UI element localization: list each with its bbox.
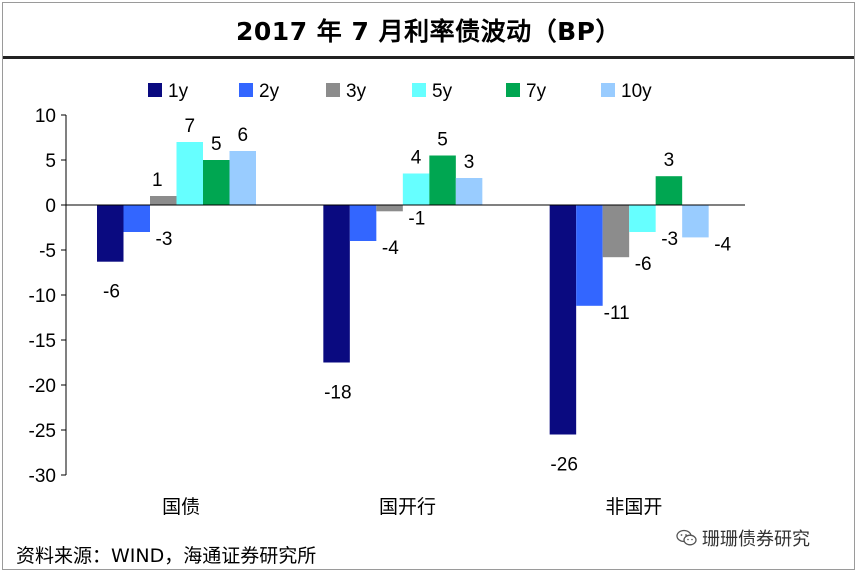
y-tick-label: -20 — [29, 376, 56, 397]
bar-3y-1 — [150, 196, 177, 205]
wechat-icon — [676, 529, 697, 546]
data-label-3y-3: -6 — [635, 254, 652, 275]
bar-5y-2 — [402, 173, 430, 205]
bar-7y-1 — [203, 160, 230, 205]
data-label-7y-1: 5 — [211, 134, 222, 155]
bar-10y-2 — [455, 178, 483, 205]
data-label-5y-2: 4 — [411, 148, 422, 169]
watermark: 珊珊债券研究 — [676, 525, 810, 551]
data-label-10y-1: 6 — [237, 125, 248, 146]
data-label-2y-1: -3 — [156, 229, 173, 250]
data-label-1y-3: -26 — [550, 455, 577, 476]
legend-label-3y: 3y — [346, 81, 367, 102]
legend-swatch-1y — [148, 83, 162, 97]
y-tick-label: -25 — [29, 421, 56, 442]
bar-2y-1 — [123, 205, 150, 232]
bar-2y-3 — [576, 205, 603, 306]
bar-10y-3 — [682, 205, 709, 238]
data-label-2y-3: -11 — [604, 303, 630, 324]
y-tick-label: 0 — [45, 196, 56, 217]
x-category-label: 非国开 — [605, 496, 662, 518]
legend-swatch-5y — [412, 83, 426, 97]
source-note: 资料来源：WIND，海通证券研究所 — [16, 545, 317, 567]
y-tick-label: -5 — [39, 241, 56, 262]
bar-7y-3 — [655, 176, 683, 205]
data-label-7y-2: 5 — [437, 130, 448, 151]
legend-swatch-10y — [601, 83, 615, 97]
legend-swatch-7y — [506, 83, 520, 97]
data-label-2y-2: -4 — [382, 238, 399, 259]
y-tick-label: 10 — [35, 106, 56, 127]
bar-5y-3 — [629, 205, 656, 232]
y-tick-label: 5 — [45, 151, 56, 172]
bar-3y-3 — [602, 205, 630, 258]
data-label-10y-3: -4 — [714, 234, 731, 255]
legend-label-2y: 2y — [259, 81, 280, 102]
bar-7y-2 — [429, 155, 456, 205]
bar-1y-1 — [97, 205, 124, 262]
data-label-5y-3: -3 — [661, 229, 678, 250]
legend-label-5y: 5y — [432, 81, 453, 102]
x-category-label: 国债 — [162, 496, 200, 518]
data-label-5y-1: 7 — [184, 116, 195, 137]
data-label-7y-3: 3 — [664, 150, 675, 171]
legend-label-7y: 7y — [526, 81, 547, 102]
chart-title: 2017 年 7 月利率债波动（BP） — [236, 16, 621, 46]
bar-5y-1 — [176, 142, 203, 205]
data-label-3y-2: -1 — [408, 208, 425, 229]
data-label-3y-1: 1 — [152, 170, 163, 191]
data-label-10y-2: 3 — [464, 152, 475, 173]
y-tick-label: -15 — [29, 331, 56, 352]
legend-label-1y: 1y — [168, 81, 189, 102]
y-tick-label: -30 — [29, 466, 56, 487]
bar-3y-2 — [376, 205, 403, 212]
legend-label-10y: 10y — [621, 81, 652, 102]
watermark-text: 珊珊债券研究 — [702, 529, 810, 550]
legend-swatch-3y — [326, 83, 340, 97]
y-tick-label: -10 — [29, 286, 56, 307]
x-category-label: 国开行 — [379, 496, 436, 518]
data-label-1y-2: -18 — [324, 383, 351, 404]
bar-1y-2 — [323, 205, 350, 363]
bar-2y-2 — [349, 205, 377, 241]
bar-1y-3 — [549, 205, 577, 435]
title-bar: 2017 年 7 月利率债波动（BP） — [3, 3, 854, 59]
legend-swatch-2y — [239, 83, 253, 97]
data-label-1y-1: -6 — [103, 282, 120, 303]
bar-10y-1 — [229, 151, 256, 205]
